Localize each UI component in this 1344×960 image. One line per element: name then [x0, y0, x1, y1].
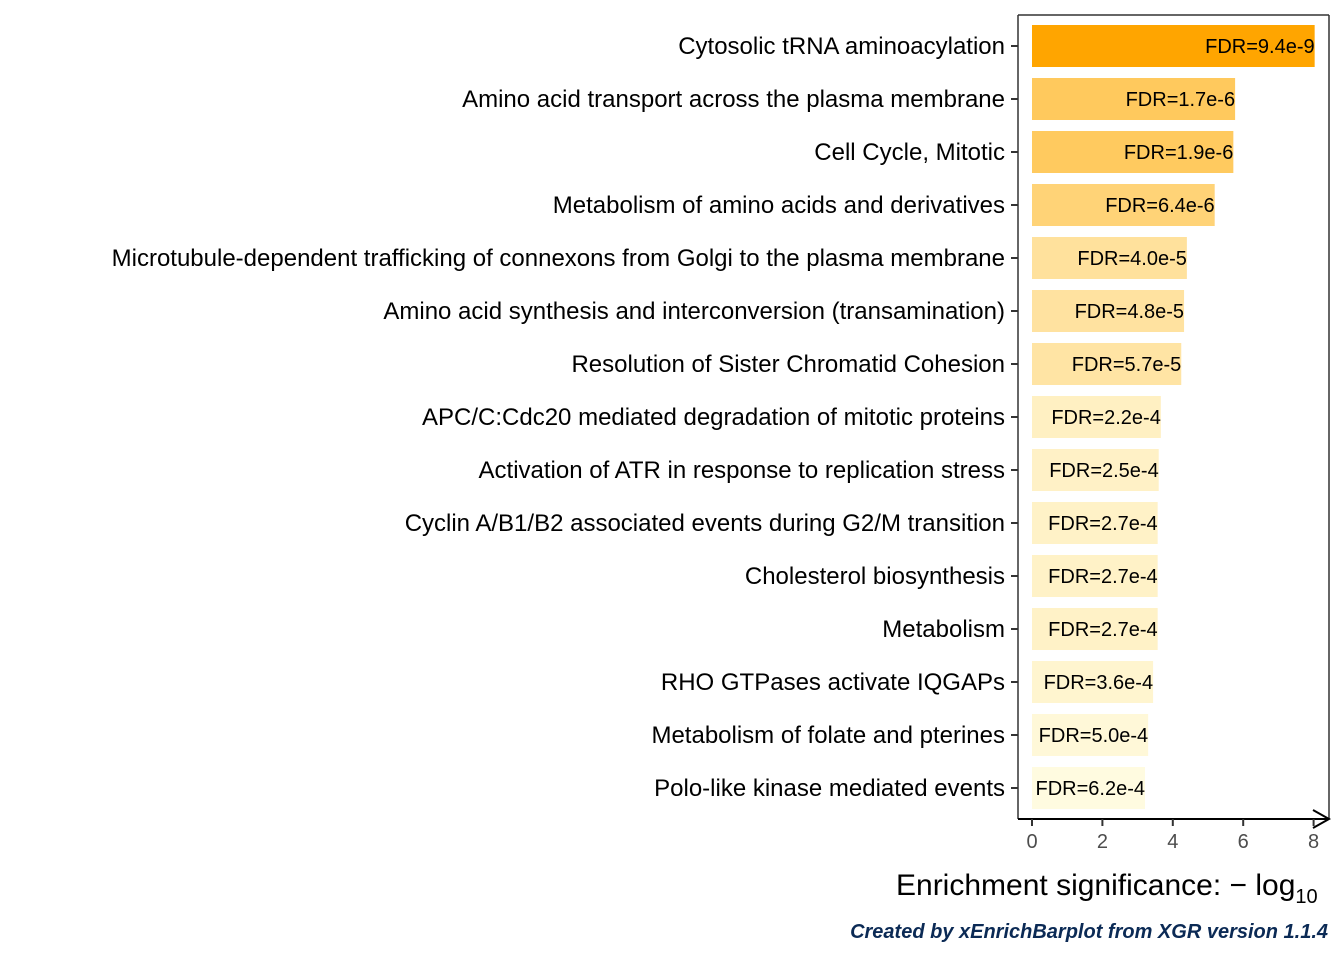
category-label: APC/C:Cdc20 mediated degradation of mito… [422, 404, 1005, 431]
bar-value-labels: FDR=9.4e-9 FDR=1.7e-6 FDR=1.9e-6 FDR=6.4e-6… [1035, 36, 1314, 800]
bar-value-label: FDR=9.4e-9 [1205, 36, 1315, 58]
category-label: Metabolism of amino acids and derivative… [553, 192, 1005, 219]
category-label: Cyclin A/B1/B2 associated events during … [405, 510, 1005, 537]
category-label: Activation of ATR in response to replica… [479, 457, 1005, 484]
bar-value-label: FDR=3.6e-4 [1044, 672, 1154, 694]
bar-value-label: FDR=2.2e-4 [1051, 407, 1161, 429]
caption: Created by xEnrichBarplot from XGR versi… [850, 921, 1328, 943]
bar [1032, 343, 1182, 385]
x-tick-label: 4 [1167, 831, 1178, 853]
category-label: Resolution of Sister Chromatid Cohesion [571, 351, 1005, 378]
bar-value-label: FDR=5.0e-4 [1039, 725, 1149, 747]
bar [1032, 131, 1234, 173]
category-label: Cholesterol biosynthesis [745, 563, 1005, 590]
bar-value-label: FDR=2.7e-4 [1048, 619, 1158, 641]
bar [1032, 396, 1161, 438]
x-tick-label: 0 [1026, 831, 1037, 853]
category-label: Cytosolic tRNA aminoacylation [678, 33, 1005, 60]
bar-value-label: FDR=1.9e-6 [1124, 142, 1234, 164]
category-label: Metabolism [882, 616, 1005, 643]
x-axis-title-main: Enrichment significance: − log [896, 869, 1295, 902]
bar [1032, 661, 1154, 703]
bar [1032, 237, 1187, 279]
category-label: Microtubule-dependent trafficking of con… [112, 245, 1005, 272]
category-label: Cell Cycle, Mitotic [814, 139, 1005, 166]
bar [1032, 25, 1315, 67]
x-axis-title: Enrichment significance: − log10 [896, 869, 1318, 908]
bar [1032, 555, 1158, 597]
category-labels: Cytosolic tRNA aminoacylation Amino acid … [112, 33, 1005, 802]
category-label: Amino acid transport across the plasma m… [462, 86, 1005, 113]
x-tick-label: 6 [1238, 831, 1249, 853]
bar-value-label: FDR=1.7e-6 [1126, 89, 1236, 111]
bar-value-label: FDR=6.4e-6 [1105, 195, 1215, 217]
bar [1032, 502, 1158, 544]
bar-value-label: FDR=2.5e-4 [1049, 460, 1159, 482]
bar-value-label: FDR=4.0e-5 [1077, 248, 1187, 270]
bar [1032, 449, 1159, 491]
bar [1032, 714, 1149, 756]
bar [1032, 184, 1215, 226]
x-tick-label: 8 [1308, 831, 1319, 853]
category-label: Polo-like kinase mediated events [654, 775, 1005, 802]
bar-value-label: FDR=4.8e-5 [1075, 301, 1185, 323]
bar [1032, 608, 1158, 650]
category-label: RHO GTPases activate IQGAPs [661, 669, 1005, 696]
category-label: Metabolism of folate and pterines [651, 722, 1005, 749]
bar [1032, 290, 1185, 332]
x-axis-arrowhead [1312, 809, 1332, 829]
bar-value-label: FDR=2.7e-4 [1048, 513, 1158, 535]
bar [1032, 78, 1236, 120]
bar-value-label: FDR=2.7e-4 [1048, 566, 1158, 588]
axes: 0 2 4 6 8 [1011, 14, 1332, 853]
x-tick-label: 2 [1097, 831, 1108, 853]
category-label: Amino acid synthesis and interconversion… [383, 298, 1005, 325]
x-axis-title-subscript: 10 [1295, 886, 1317, 908]
bar [1032, 767, 1145, 809]
bars-layer [1032, 25, 1315, 809]
bar-value-label: FDR=5.7e-5 [1072, 354, 1182, 376]
bar-value-label: FDR=6.2e-4 [1035, 778, 1145, 800]
